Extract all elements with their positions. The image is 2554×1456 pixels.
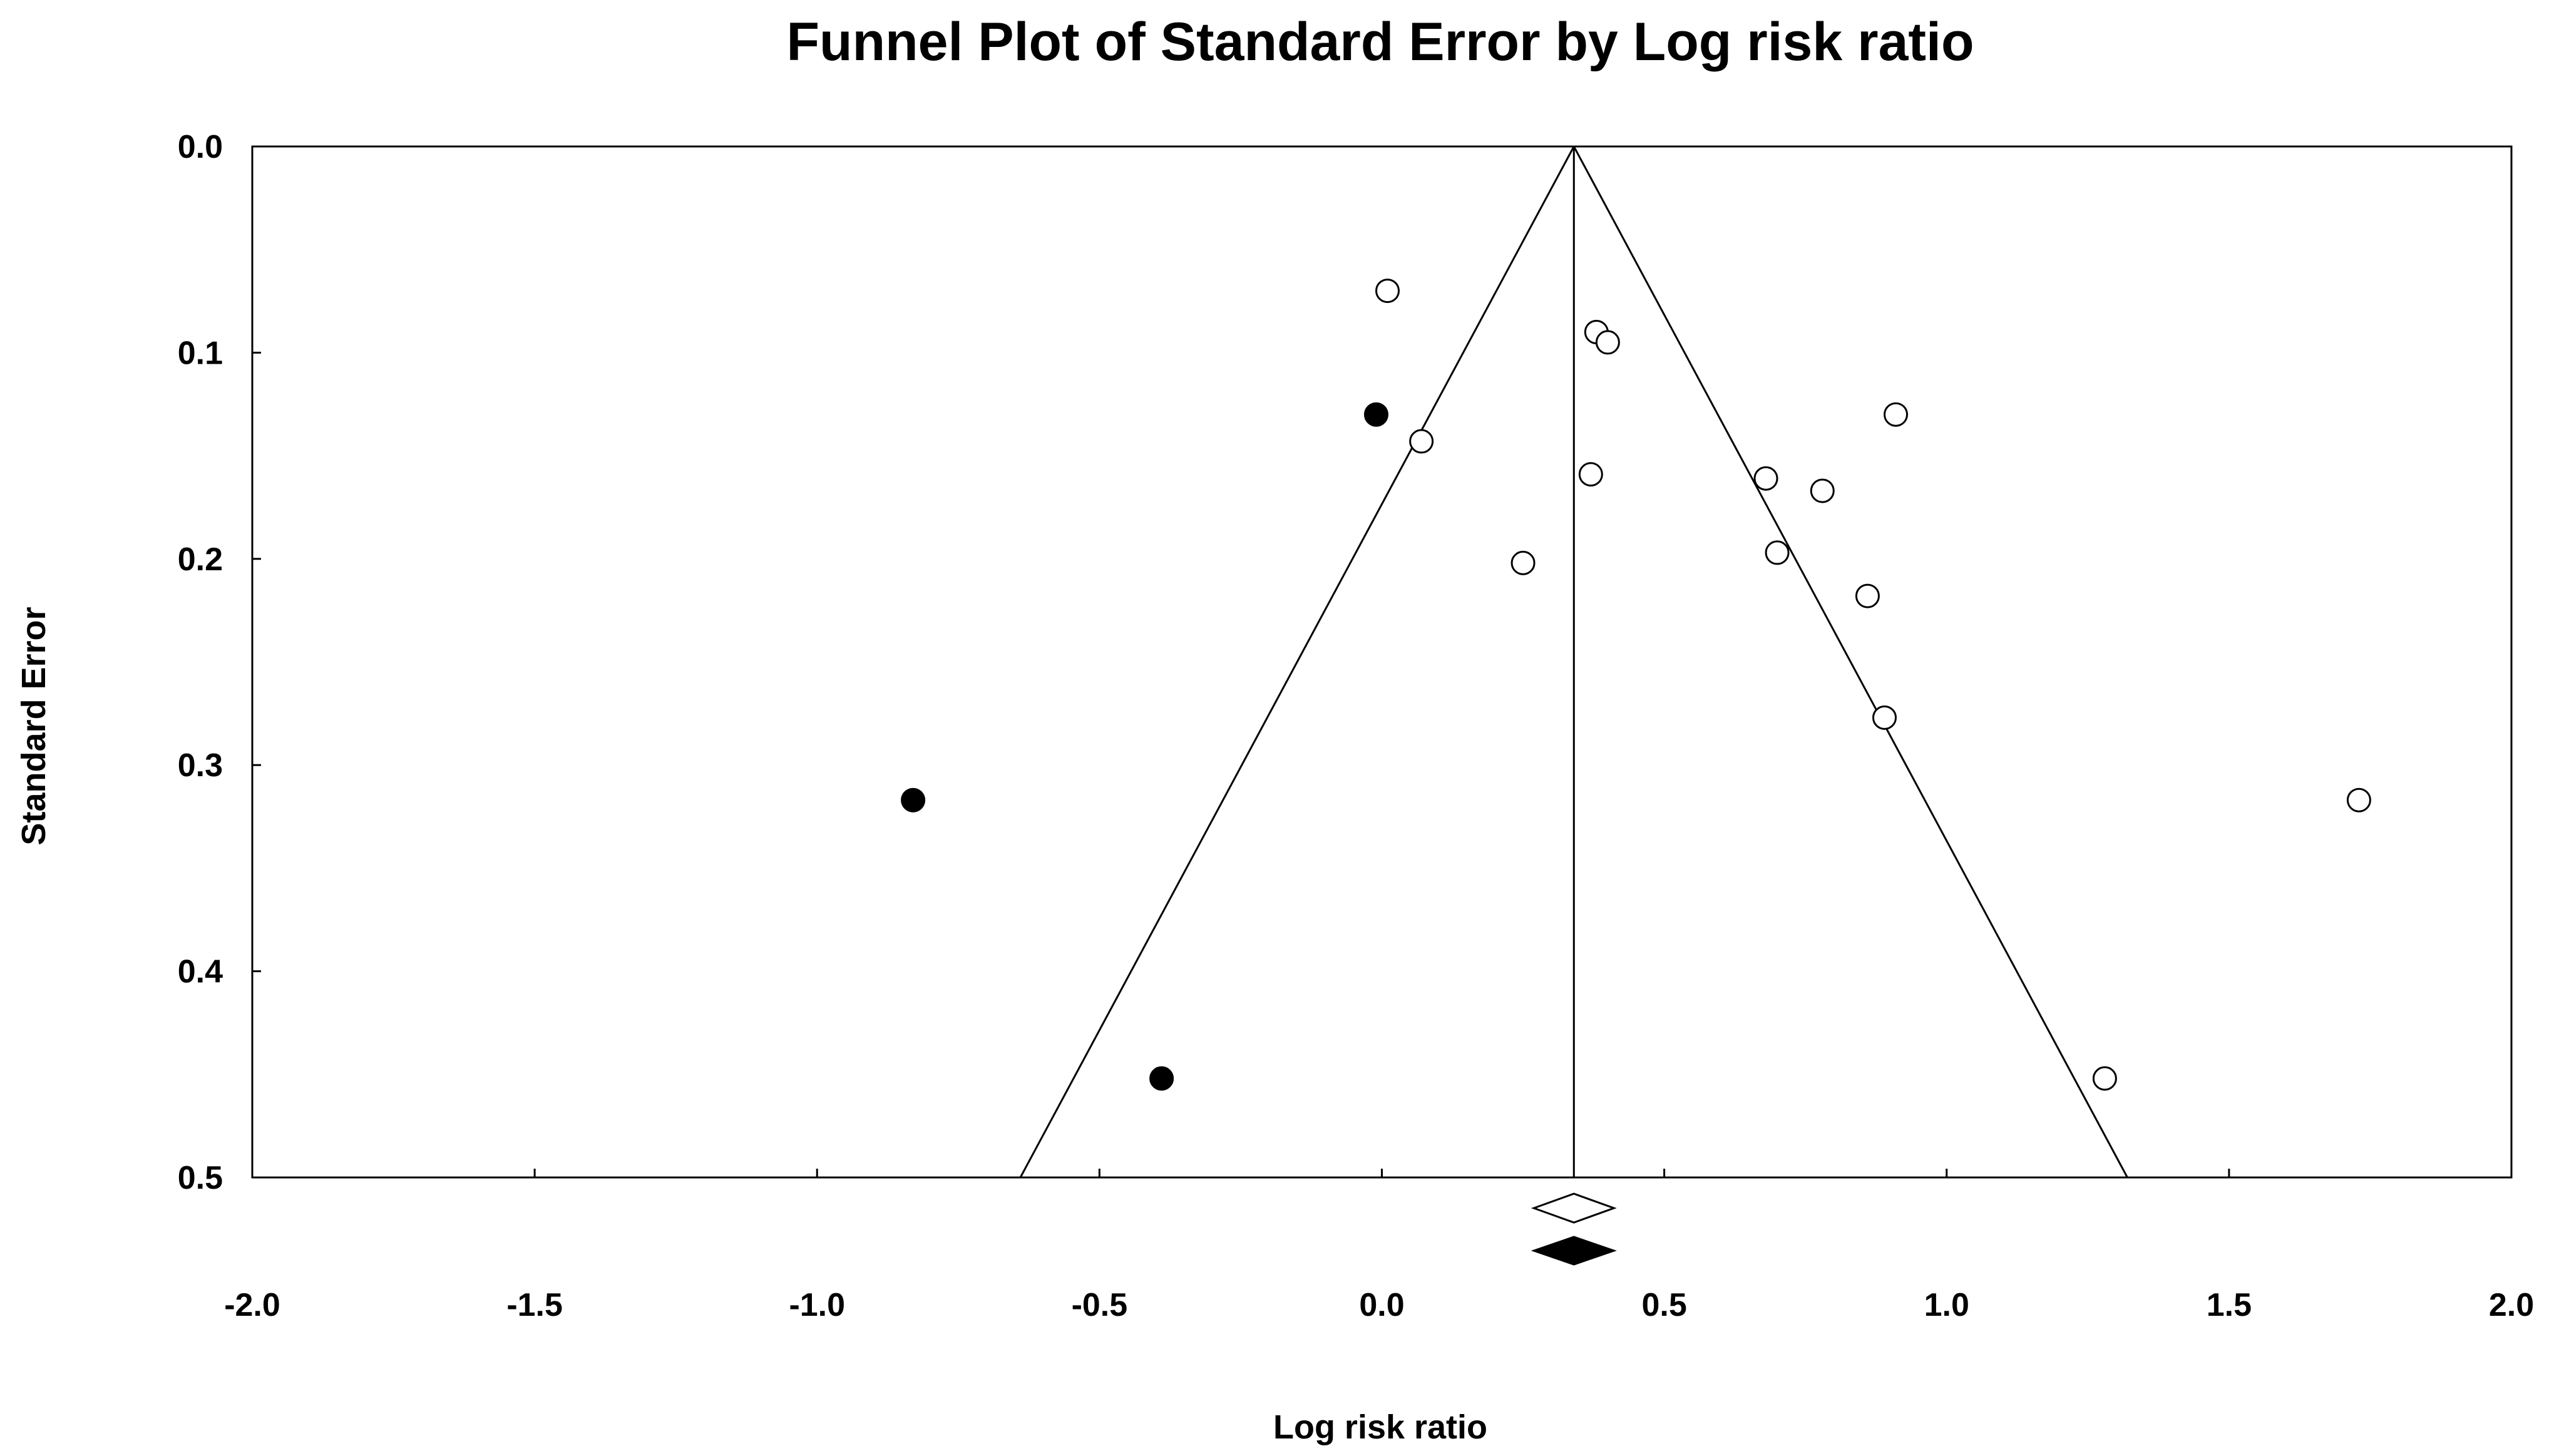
y-tick-label: 0.5 xyxy=(178,1160,223,1196)
x-tick-label: -2.0 xyxy=(224,1287,280,1323)
imputed-study-point xyxy=(1149,1066,1174,1091)
x-axis-label: Log risk ratio xyxy=(1273,1408,1487,1446)
imputed-study-point xyxy=(1363,402,1388,427)
y-tick-label: 0.3 xyxy=(178,747,223,784)
study-point xyxy=(1409,429,1434,454)
funnel-right-line xyxy=(1572,146,2128,1178)
y-tick-label: 0.2 xyxy=(178,541,223,578)
y-tick-label: 0.1 xyxy=(178,335,223,371)
funnel-lines xyxy=(1019,146,2128,1178)
study-point xyxy=(1375,279,1400,304)
study-point xyxy=(2092,1066,2117,1091)
x-tick-label: -0.5 xyxy=(1072,1287,1128,1323)
study-point xyxy=(1595,330,1620,355)
y-tick-label: 0.4 xyxy=(178,954,223,990)
study-point xyxy=(2346,787,2371,813)
x-tick-label: 0.5 xyxy=(1641,1287,1686,1323)
chart-title: Funnel Plot of Standard Error by Log ris… xyxy=(786,12,1974,72)
y-axis-label: Standard Error xyxy=(15,607,53,845)
study-point xyxy=(1810,478,1835,503)
study-point xyxy=(1753,466,1778,491)
study-point xyxy=(1855,583,1880,608)
data-points xyxy=(901,279,2371,1091)
x-tick-label: 1.5 xyxy=(2207,1287,2252,1323)
adjusted-summary-diamond xyxy=(1531,1236,1617,1266)
y-tick-label: 0.0 xyxy=(178,129,223,165)
study-point xyxy=(1884,402,1909,427)
summary-diamonds xyxy=(1531,1192,1617,1266)
imputed-study-point xyxy=(901,787,926,813)
study-point xyxy=(1510,550,1536,575)
x-tick-label: -1.5 xyxy=(506,1287,563,1323)
study-point xyxy=(1578,462,1603,487)
x-tick-label: 2.0 xyxy=(2489,1287,2534,1323)
x-tick-label: -1.0 xyxy=(789,1287,845,1323)
x-axis: -2.0 -1.5 -1.0 -0.5 0.0 0.5 1.0 1.5 2.0 xyxy=(224,1169,2534,1323)
observed-summary-diamond xyxy=(1531,1192,1617,1224)
funnel-left-line xyxy=(1019,146,1575,1178)
study-point xyxy=(1765,540,1790,565)
x-tick-label: 0.0 xyxy=(1359,1287,1404,1323)
y-axis: 0.0 0.1 0.2 0.3 0.4 0.5 xyxy=(178,129,261,1196)
x-tick-label: 1.0 xyxy=(1924,1287,1969,1323)
study-point xyxy=(1872,705,1897,730)
